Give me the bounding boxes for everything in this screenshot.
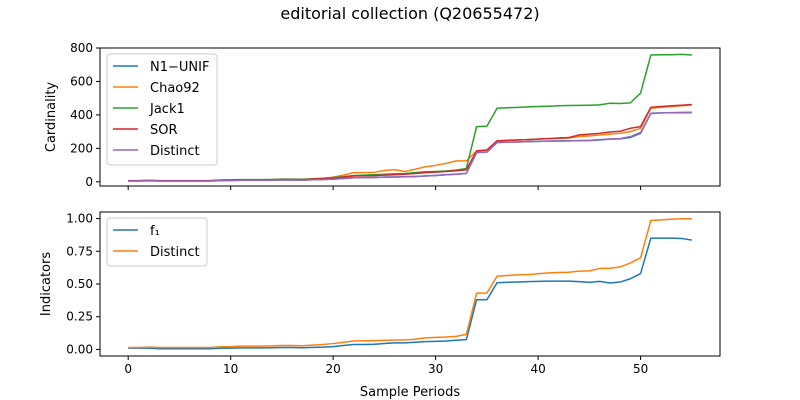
y-axis-label: Cardinality xyxy=(44,82,59,153)
y-tick-label: 600 xyxy=(70,74,93,88)
legend-entry: Chao92 xyxy=(150,81,200,96)
legend-box xyxy=(106,53,218,166)
x-tick-label: 30 xyxy=(428,362,443,376)
x-tick-label: 0 xyxy=(124,362,132,376)
y-tick-label: 0.50 xyxy=(66,277,93,291)
indicators-panel: 0 10 20 30 40 50 0.00 0.25 0.50 0.75 1.00 Indicator… xyxy=(39,211,721,400)
legend-entry: SOR xyxy=(150,123,178,138)
series-line-0 xyxy=(128,237,692,350)
x-axis-label: Sample Periods xyxy=(360,385,460,400)
chart-title: editorial collection (Q20655472) xyxy=(280,4,539,23)
x-tick-label: 10 xyxy=(223,362,238,376)
legend-entry: Distinct xyxy=(150,245,200,260)
y-axis-label: Indicators xyxy=(39,252,54,316)
legend-entry: Distinct xyxy=(150,144,200,159)
legend-entry: Jack1 xyxy=(149,102,185,117)
x-tick-label: 20 xyxy=(325,362,340,376)
legend-entry: f₁ xyxy=(150,224,160,239)
y-tick-label: 1.00 xyxy=(66,212,93,226)
y-tick-label: 0.00 xyxy=(66,342,93,356)
y-tick-label: 0 xyxy=(85,175,93,189)
cardinality-panel: 0 200 400 600 800 Cardinality N1−UNIF Chao92 Jac… xyxy=(44,41,721,190)
series-line-1 xyxy=(128,218,692,349)
y-tick-label: 400 xyxy=(70,108,93,122)
y-tick-label: 0.75 xyxy=(66,244,93,258)
y-tick-label: 200 xyxy=(70,141,93,155)
legend-entry: N1−UNIF xyxy=(150,60,209,75)
y-tick-label: 800 xyxy=(70,41,93,55)
y-tick-label: 0.25 xyxy=(66,310,93,324)
series-line-4 xyxy=(128,111,692,182)
x-tick-label: 40 xyxy=(530,362,545,376)
x-tick-label: 50 xyxy=(633,362,648,376)
plot-frame xyxy=(99,47,721,187)
